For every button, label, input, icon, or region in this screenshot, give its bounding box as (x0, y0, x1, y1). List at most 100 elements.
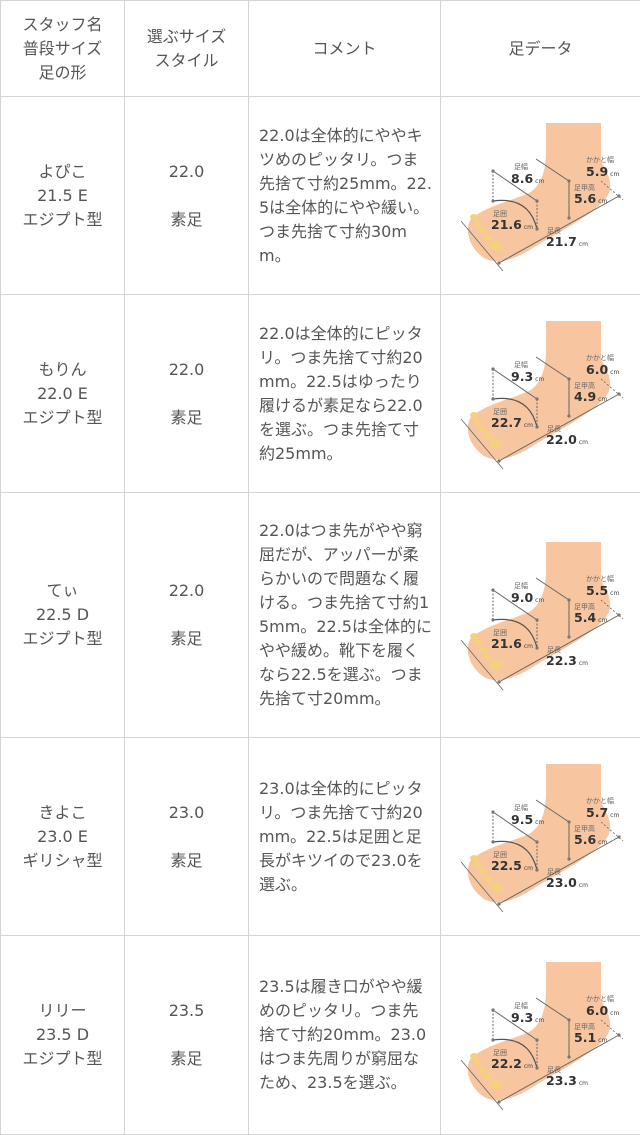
foot-width-label: 足幅 (514, 581, 528, 590)
measure-point (491, 618, 494, 621)
measure-point (491, 588, 494, 591)
staff-cell: もりん 22.0 E エジプト型 (1, 295, 125, 493)
foot-shape: エジプト型 (1, 406, 124, 430)
toe-nail (484, 876, 492, 882)
foot-width-value: 9.3 (511, 1010, 533, 1025)
comment-cell: 22.0はつま先がやや窮屈だが、アッパーが柔らかいので問題なく履ける。つま先捨て… (249, 493, 441, 738)
unit-label: cm (524, 865, 533, 872)
girth-value: 21.6 (491, 636, 522, 651)
heel-width-label: かかと幅 (586, 155, 614, 164)
chosen-size: 22.0 (125, 160, 248, 184)
heel-width-value: 5.5 (586, 583, 608, 598)
usual-size: 21.5 E (1, 184, 124, 208)
length-value: 22.0 (546, 432, 577, 447)
chosen-size: 22.0 (125, 358, 248, 382)
measure-point (567, 857, 570, 860)
comment-cell: 22.0は全体的にややキツめのピッタリ。つま先捨て寸約25mm。22.5は全体的… (249, 97, 441, 295)
measure-point (491, 1008, 494, 1011)
unit-label: cm (579, 882, 588, 889)
length-value: 23.3 (546, 1073, 577, 1088)
length-value: 22.3 (546, 653, 577, 668)
foot-width-label: 足幅 (514, 1001, 528, 1010)
style: 素足 (125, 627, 248, 651)
heel-width-value: 5.9 (586, 164, 608, 179)
staff-name: よぴこ (1, 160, 124, 184)
table-row: きよこ 23.0 E ギリシャ型 23.0 素足 23.0は全体的にピッタリ。つ… (1, 738, 640, 936)
measure-point (535, 1066, 538, 1069)
measure-point (535, 397, 538, 400)
usual-size: 23.5 D (1, 1023, 124, 1047)
heel-width-value: 5.7 (586, 805, 608, 820)
measure-point (491, 367, 494, 370)
measure-point (491, 810, 494, 813)
unit-label: cm (598, 617, 607, 624)
measure-point (491, 840, 494, 843)
girth-value: 22.5 (491, 858, 522, 873)
measure-point (535, 199, 538, 202)
measure-point (617, 194, 620, 197)
unit-label: cm (610, 369, 619, 376)
unit-label: cm (535, 178, 544, 185)
instep-value: 5.4 (574, 610, 596, 625)
unit-label: cm (524, 422, 533, 429)
measure-point (535, 618, 538, 621)
heel-width-label: かかと幅 (586, 353, 614, 362)
header-foot-shape: 足の形 (1, 61, 124, 85)
toe-nail (474, 862, 482, 868)
toe-nail (474, 221, 482, 227)
measure-point (617, 392, 620, 395)
staff-cell: きよこ 23.0 E ギリシャ型 (1, 738, 125, 936)
instep-value: 4.9 (574, 389, 596, 404)
unit-label: cm (610, 590, 619, 597)
unit-label: cm (610, 1010, 619, 1017)
measure-point (567, 598, 570, 601)
unit-label: cm (579, 1080, 588, 1087)
header-comment: コメント (249, 1, 441, 97)
chosen-size: 22.0 (125, 579, 248, 603)
measure-point (567, 820, 570, 823)
usual-size: 23.0 E (1, 825, 124, 849)
measure-point (535, 1038, 538, 1041)
measure-point (567, 216, 570, 219)
foot-shape: ギリシャ型 (1, 849, 124, 873)
foot-width-label: 足幅 (514, 360, 528, 369)
comment-cell: 23.5は履き口がやや緩めのピッタリ。つま先捨て寸約20mm。23.0はつま先周… (249, 936, 441, 1135)
table-header-row: スタッフ名 普段サイズ 足の形 選ぶサイズ スタイル コメント 足データ (1, 1, 640, 97)
toe-nail (479, 1067, 487, 1073)
toe-nail (484, 433, 492, 439)
length-value: 23.0 (546, 875, 577, 890)
heel-width-value: 6.0 (586, 362, 608, 377)
foot-width-value: 9.5 (511, 812, 533, 827)
staff-name: てぃ (1, 579, 124, 603)
foot-width-value: 8.6 (511, 171, 533, 186)
toe-nail (490, 882, 502, 891)
unit-label: cm (535, 819, 544, 826)
style: 素足 (125, 208, 248, 232)
measure-point (567, 179, 570, 182)
measure-point (567, 635, 570, 638)
usual-size: 22.0 E (1, 382, 124, 406)
toe-nail (484, 1074, 492, 1080)
measure-point (491, 397, 494, 400)
toe-nail (479, 228, 487, 234)
header-style: スタイル (125, 49, 248, 73)
measure-point (567, 1018, 570, 1021)
toe-nail (470, 1053, 478, 1059)
foot-shape: エジプト型 (1, 627, 124, 651)
unit-label: cm (535, 1017, 544, 1024)
toe-nail (490, 661, 502, 670)
header-staff: スタッフ名 普段サイズ 足の形 (1, 1, 125, 97)
